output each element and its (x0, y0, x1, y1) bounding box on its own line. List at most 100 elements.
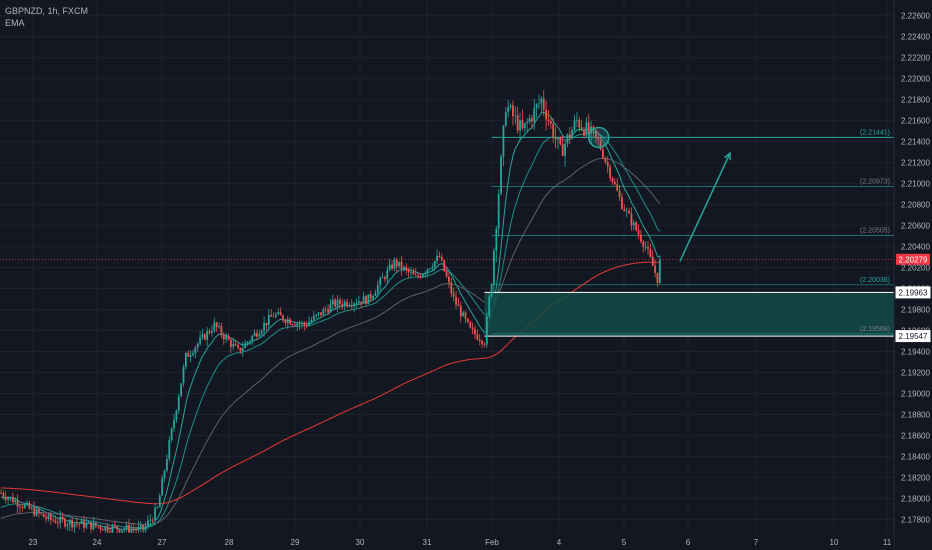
candle-body (376, 285, 379, 293)
projection-arrow[interactable] (679, 152, 731, 262)
candle-body (414, 274, 417, 276)
time-tick-label: 4 (557, 538, 562, 547)
candle-body (386, 269, 389, 280)
candle-body (530, 118, 533, 122)
zone-bottom-badge[interactable]: 2.19547 (899, 332, 928, 341)
candle-body (514, 115, 517, 117)
candle-body (260, 330, 263, 335)
candle-body (483, 343, 486, 345)
candle-body (324, 309, 327, 310)
candle-body (301, 322, 303, 325)
candle-body (279, 312, 282, 316)
candle-body (369, 294, 372, 299)
candle-body (132, 529, 135, 530)
candle-body (128, 525, 130, 533)
candle-body (296, 323, 299, 326)
candle-body (154, 507, 156, 521)
candle-body (476, 334, 479, 340)
time-axis[interactable]: 23 24 27 28 29 30 31 Feb 4 5 6 7 10 11 (0, 533, 894, 550)
time-tick-label: 10 (830, 538, 839, 547)
candle-body (504, 112, 507, 126)
zone-top-badge[interactable]: 2.19963 (899, 288, 928, 297)
candle-body (194, 347, 197, 354)
candle-body (535, 104, 538, 108)
candle-body (21, 507, 24, 509)
candle-body (246, 342, 249, 344)
candle-body (23, 504, 26, 508)
candle-body (448, 276, 450, 283)
demand-zone[interactable] (484, 291, 894, 337)
candle-body (618, 190, 621, 198)
candle-body (571, 129, 574, 138)
candle-body (455, 296, 457, 305)
candle-body (585, 122, 588, 136)
candle-body (493, 250, 495, 285)
candle-body (225, 336, 228, 340)
candle-body (547, 119, 550, 121)
price-levels[interactable]: (2.21441) (2.20973) (2.20505) (2.20036) (2.1… (0, 129, 894, 335)
candle-body (616, 184, 619, 191)
candle-body (149, 519, 152, 521)
candle-body (189, 355, 192, 357)
candle-body (528, 118, 531, 122)
price-tick-label: 2.21800 (901, 96, 930, 105)
candle-body (303, 322, 306, 326)
candle-body (232, 343, 235, 348)
candle-body (49, 515, 52, 520)
candle-body (218, 326, 220, 328)
candle-body (180, 383, 183, 397)
target-circle[interactable] (588, 126, 610, 149)
candle-body (421, 274, 424, 278)
candle-body (256, 332, 258, 337)
candle-body (436, 255, 438, 262)
price-tick-label: 2.20800 (901, 201, 930, 210)
candle-body (125, 525, 128, 530)
symbol-label[interactable]: GBPNZD, 1h, FXCM (5, 6, 89, 16)
indicator-label[interactable]: EMA (5, 18, 25, 28)
candle-body (651, 256, 654, 266)
price-axis[interactable]: 2.22600 2.22400 2.22200 2.22000 2.21800 2.216… (893, 0, 932, 550)
chart-legend: GBPNZD, 1h, FXCM EMA (5, 5, 88, 29)
candle-body (173, 419, 175, 429)
candle-body (512, 105, 514, 116)
time-tick-label: 28 (225, 538, 234, 547)
candle-body (523, 122, 526, 129)
candle-body (66, 524, 69, 527)
candle-body (346, 301, 348, 307)
price-tick-label: 2.17800 (901, 515, 930, 524)
candle-body (267, 314, 270, 326)
candle-body (147, 520, 149, 526)
zone-fill[interactable] (484, 292, 894, 337)
candle-body (64, 519, 66, 527)
candle-body (298, 323, 301, 325)
candle-body (40, 513, 43, 514)
candle-body (372, 295, 374, 299)
candle-body (649, 248, 652, 257)
candle-body (211, 331, 213, 333)
time-tick-label: Feb (485, 538, 499, 547)
candle-body (120, 530, 123, 533)
candle-body (464, 312, 467, 319)
candle-body (573, 120, 576, 130)
candle-body (429, 268, 431, 270)
candle-body (177, 396, 180, 411)
candle-body (312, 315, 315, 321)
price-tick-label: 2.19400 (901, 347, 930, 356)
candle-body (457, 304, 460, 307)
current-price-badge[interactable]: 2.20279 (899, 255, 928, 264)
candle-body (490, 284, 493, 297)
candle-body (658, 259, 661, 283)
candle-body (642, 241, 645, 247)
candle-body (630, 213, 633, 226)
candle-body (151, 519, 154, 521)
candle-body (139, 525, 142, 527)
candle-body (11, 496, 14, 503)
candle-body (305, 325, 308, 327)
candle-body (78, 523, 81, 525)
candle-body (68, 520, 71, 525)
candle-body (599, 139, 602, 150)
candle-body (99, 526, 102, 530)
candle-body (144, 525, 147, 531)
annotations[interactable] (588, 126, 731, 262)
